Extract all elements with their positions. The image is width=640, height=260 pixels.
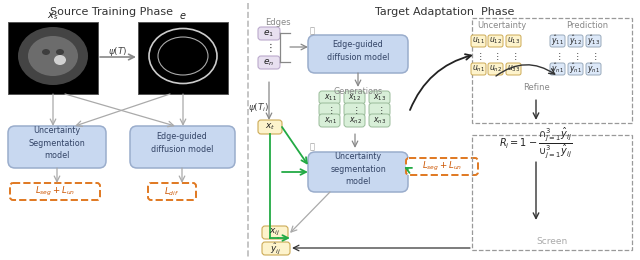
Text: $u_{n1}$: $u_{n1}$ (472, 64, 486, 74)
Text: $\vdots$: $\vdots$ (266, 42, 273, 55)
Text: $x_s$: $x_s$ (47, 10, 59, 22)
FancyBboxPatch shape (586, 35, 601, 47)
Text: $L_{seg} + L_{un}$: $L_{seg} + L_{un}$ (35, 185, 75, 198)
Text: $\hat{y}_{n1}$: $\hat{y}_{n1}$ (552, 62, 564, 76)
FancyBboxPatch shape (369, 114, 390, 127)
Text: Source Training Phase: Source Training Phase (51, 7, 173, 17)
Text: Generations: Generations (333, 87, 383, 96)
FancyBboxPatch shape (369, 91, 390, 104)
FancyBboxPatch shape (344, 114, 365, 127)
Text: $\psi(T_i)$: $\psi(T_i)$ (248, 101, 270, 114)
FancyBboxPatch shape (471, 63, 486, 75)
Text: $\vdots$: $\vdots$ (573, 50, 579, 62)
Text: Edge-guided
diffusion model: Edge-guided diffusion model (327, 40, 389, 62)
Text: $\vdots$: $\vdots$ (377, 105, 383, 115)
Text: $\vdots$: $\vdots$ (493, 50, 499, 62)
Bar (8, 22, 98, 94)
Text: $x_t$: $x_t$ (265, 122, 275, 132)
Ellipse shape (28, 36, 78, 76)
FancyBboxPatch shape (258, 27, 280, 40)
Text: 🔒: 🔒 (310, 27, 314, 36)
FancyBboxPatch shape (506, 63, 521, 75)
Text: $\hat{y}_{n1}$: $\hat{y}_{n1}$ (588, 62, 600, 76)
FancyBboxPatch shape (308, 152, 408, 192)
Text: $u_{12}$: $u_{12}$ (490, 36, 502, 46)
Text: $x_{n1}$: $x_{n1}$ (323, 116, 337, 126)
FancyBboxPatch shape (262, 242, 290, 255)
Text: $\vdots$: $\vdots$ (352, 105, 358, 115)
FancyBboxPatch shape (130, 126, 235, 168)
FancyBboxPatch shape (568, 35, 583, 47)
Text: $x_{11}$: $x_{11}$ (323, 93, 337, 103)
Text: 🔒: 🔒 (310, 142, 314, 152)
FancyBboxPatch shape (148, 183, 196, 200)
FancyBboxPatch shape (10, 183, 100, 200)
FancyBboxPatch shape (406, 158, 478, 175)
FancyBboxPatch shape (8, 126, 106, 168)
FancyBboxPatch shape (319, 103, 340, 116)
Text: $e$: $e$ (179, 11, 187, 21)
Text: $\psi(T)$: $\psi(T)$ (108, 44, 128, 57)
FancyBboxPatch shape (262, 226, 288, 239)
FancyBboxPatch shape (308, 35, 408, 73)
Text: $\vdots$: $\vdots$ (511, 50, 517, 62)
Text: $L_{seg} + L_{un}$: $L_{seg} + L_{un}$ (422, 160, 462, 173)
Text: $\vdots$: $\vdots$ (555, 50, 561, 62)
Text: $x_{12}$: $x_{12}$ (349, 93, 362, 103)
Text: $\vdots$: $\vdots$ (591, 50, 597, 62)
Ellipse shape (54, 55, 66, 65)
Text: Uncertainty
segmentation
model: Uncertainty segmentation model (330, 152, 386, 186)
Text: $e_n$: $e_n$ (264, 57, 275, 68)
Text: $u_{13}$: $u_{13}$ (508, 36, 520, 46)
FancyBboxPatch shape (471, 35, 486, 47)
Text: Uncertainty: Uncertainty (477, 21, 527, 29)
Text: Screen: Screen (536, 237, 568, 246)
Bar (138, 22, 228, 94)
Text: $\hat{y}_{11}$: $\hat{y}_{11}$ (552, 34, 564, 48)
FancyBboxPatch shape (506, 35, 521, 47)
Text: $\hat{y}_{12}$: $\hat{y}_{12}$ (570, 34, 582, 48)
Text: $\hat{y}_{n1}$: $\hat{y}_{n1}$ (570, 62, 582, 76)
Text: $\vdots$: $\vdots$ (327, 105, 333, 115)
FancyBboxPatch shape (369, 103, 390, 116)
Text: $\hat{y}_{13}$: $\hat{y}_{13}$ (588, 34, 600, 48)
FancyBboxPatch shape (550, 35, 565, 47)
Text: $u_{11}$: $u_{11}$ (472, 36, 486, 46)
FancyBboxPatch shape (488, 35, 503, 47)
Text: Edge-guided
diffusion model: Edge-guided diffusion model (151, 132, 213, 154)
Text: $u_{n2}$: $u_{n2}$ (490, 64, 502, 74)
FancyBboxPatch shape (344, 91, 365, 104)
FancyBboxPatch shape (258, 120, 282, 134)
FancyBboxPatch shape (319, 114, 340, 127)
Text: $R_i = 1 - \dfrac{\cap_{j=1}^{3}\hat{y}_{ij}}{\cup_{j=1}^{3}\hat{y}_{ij}}$: $R_i = 1 - \dfrac{\cap_{j=1}^{3}\hat{y}_… (499, 125, 573, 161)
FancyBboxPatch shape (488, 63, 503, 75)
FancyBboxPatch shape (344, 103, 365, 116)
Text: $x_{ij}$: $x_{ij}$ (269, 227, 280, 238)
FancyBboxPatch shape (568, 63, 583, 75)
Text: Edges: Edges (265, 18, 291, 27)
Text: $x_{n2}$: $x_{n2}$ (349, 116, 362, 126)
Text: Target Adaptation  Phase: Target Adaptation Phase (375, 7, 515, 17)
Text: Prediction: Prediction (566, 21, 608, 29)
FancyBboxPatch shape (586, 63, 601, 75)
Text: $u_{33}$: $u_{33}$ (508, 64, 520, 74)
FancyBboxPatch shape (319, 91, 340, 104)
Text: $L_{dif}$: $L_{dif}$ (164, 185, 180, 198)
FancyBboxPatch shape (550, 63, 565, 75)
Text: Uncertainty
Segmentation
model: Uncertainty Segmentation model (29, 126, 85, 160)
Ellipse shape (18, 27, 88, 85)
Ellipse shape (56, 49, 64, 55)
FancyBboxPatch shape (258, 56, 280, 69)
Text: $\hat{y}_{ij}$: $\hat{y}_{ij}$ (271, 241, 282, 256)
Text: $e_1$: $e_1$ (264, 28, 275, 39)
Text: Refine: Refine (523, 83, 549, 93)
Text: $x_{n3}$: $x_{n3}$ (374, 116, 387, 126)
Text: $\vdots$: $\vdots$ (476, 50, 482, 62)
Text: $x_{13}$: $x_{13}$ (373, 93, 387, 103)
Ellipse shape (42, 49, 50, 55)
